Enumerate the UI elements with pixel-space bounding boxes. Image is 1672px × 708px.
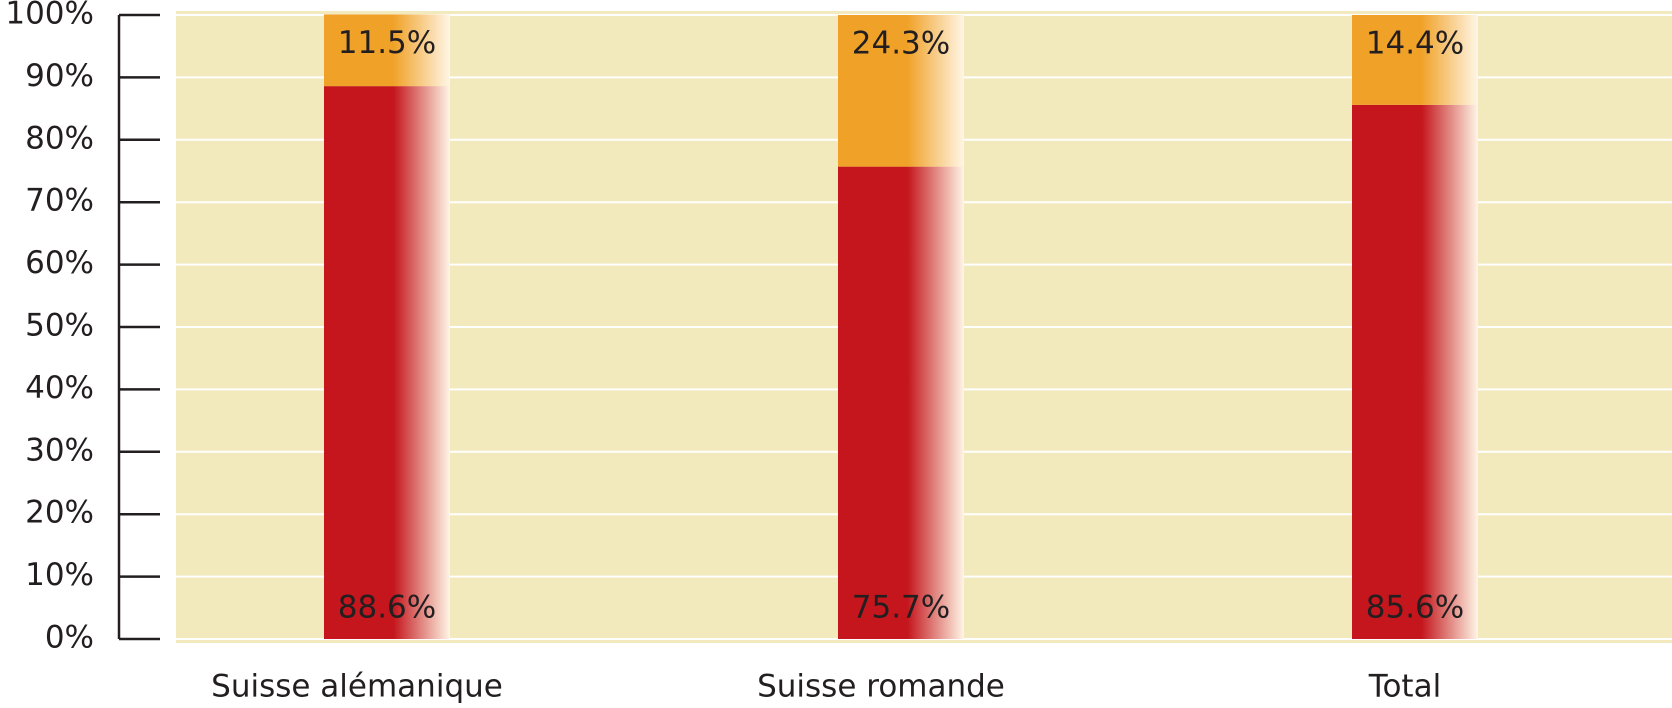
bar-segment [838, 15, 964, 167]
bar-segment [324, 86, 450, 640]
y-tick-label: 60% [25, 245, 94, 281]
x-tick-label: Suisse romande [757, 669, 1005, 705]
y-tick-label: 50% [25, 308, 94, 344]
y-tick-label: 30% [25, 432, 94, 468]
y-tick-label: 100% [5, 0, 94, 32]
data-label: 75.7% [852, 590, 950, 626]
y-tick-label: 90% [25, 58, 94, 94]
x-tick-label: Suisse alémanique [211, 669, 503, 705]
data-label: 88.6% [338, 590, 436, 626]
y-tick-label: 70% [25, 183, 94, 219]
bar-segment [1352, 104, 1478, 639]
data-label: 24.3% [852, 26, 950, 62]
bar-segment [1352, 15, 1478, 105]
y-tick-label: 20% [25, 495, 94, 531]
y-tick-label: 40% [25, 370, 94, 406]
data-label: 11.5% [338, 25, 436, 61]
y-tick-label: 0% [45, 620, 94, 656]
y-tick-label: 10% [25, 557, 94, 593]
data-label: 14.4% [1366, 26, 1464, 62]
y-tick-label: 80% [25, 120, 94, 156]
bar-segment [324, 14, 450, 87]
bar-segment [838, 166, 964, 639]
data-label: 85.6% [1366, 590, 1464, 626]
x-tick-label: Total [1368, 669, 1441, 705]
